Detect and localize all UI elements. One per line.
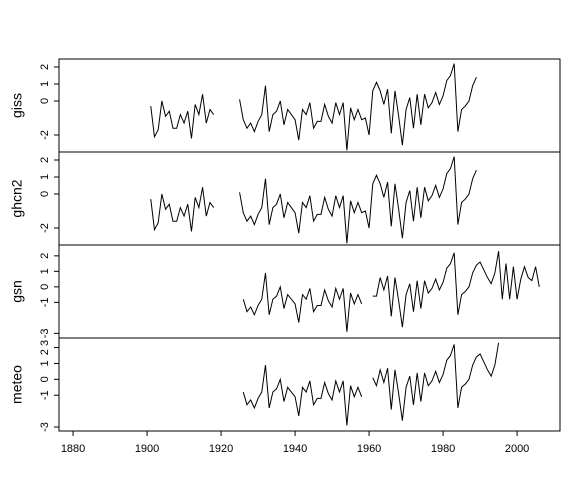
- y-tick-label: -1: [39, 297, 51, 307]
- y-tick-label: 2: [39, 253, 51, 259]
- y-tick-label: 2 3: [39, 340, 51, 355]
- y-axis-label: ghcn2: [9, 179, 25, 217]
- y-tick-label: -3: [39, 422, 51, 432]
- x-tick-label: 1900: [135, 443, 159, 455]
- y-tick-label: 0: [39, 284, 51, 290]
- series-line: [242, 342, 500, 426]
- x-tick-label: 1960: [357, 443, 381, 455]
- series-line: [242, 251, 540, 332]
- y-tick-label: 0: [39, 376, 51, 382]
- y-tick-label: -2: [39, 130, 51, 140]
- y-tick-label: 1: [39, 360, 51, 366]
- y-tick-label: 1: [39, 174, 51, 180]
- y-tick-label: -1: [39, 390, 51, 400]
- y-axis-label: gsn: [9, 280, 25, 303]
- x-tick-label: 1880: [61, 443, 85, 455]
- x-tick-label: 2000: [505, 443, 529, 455]
- series-line: [150, 63, 477, 151]
- x-tick-label: 1940: [283, 443, 307, 455]
- y-tick-label: -2: [39, 223, 51, 233]
- y-tick-label: 1: [39, 268, 51, 274]
- y-tick-label: -3: [39, 328, 51, 338]
- y-tick-label: 0: [39, 191, 51, 197]
- x-tick-label: 1980: [431, 443, 455, 455]
- y-tick-label: 1: [39, 81, 51, 87]
- y-axis-label: giss: [9, 93, 25, 118]
- y-axis-label: meteo: [9, 365, 25, 404]
- panel-frame: [58, 244, 561, 339]
- y-tick-label: 2: [39, 157, 51, 163]
- panel-frame: [58, 337, 561, 432]
- series-line: [150, 156, 477, 244]
- y-tick-label: 0: [39, 98, 51, 104]
- x-tick-label: 1920: [209, 443, 233, 455]
- y-tick-label: 2: [39, 64, 51, 70]
